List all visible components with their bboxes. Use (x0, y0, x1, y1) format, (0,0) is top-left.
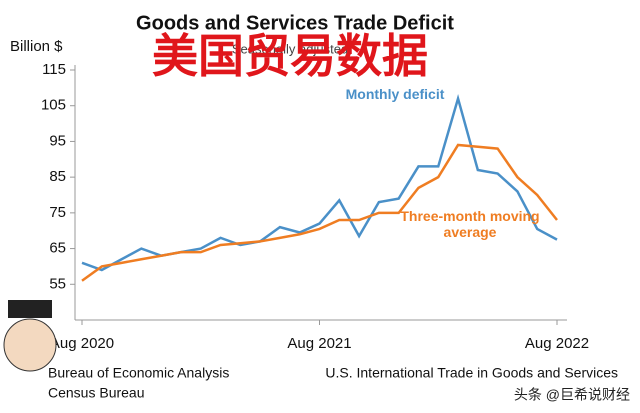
x-tick-label: Aug 2020 (50, 335, 114, 352)
y-tick-label: 75 (49, 204, 66, 221)
illustration (8, 300, 52, 318)
source: U.S. International Trade in Goods and Se… (325, 365, 618, 381)
legend-entry: Three-month moving average (400, 208, 540, 240)
y-tick-label: 85 (49, 168, 66, 185)
x-tick-label: Aug 2022 (525, 335, 589, 352)
illustration (3, 318, 57, 372)
y-tick-label: 55 (49, 275, 66, 292)
source: Census Bureau (48, 385, 145, 401)
y-tick-label: 105 (41, 97, 66, 114)
overlay-title: 美国贸易数据 (152, 30, 428, 82)
y-tick-label: 65 (49, 240, 66, 257)
y-tick-label: 95 (49, 132, 66, 149)
source: Bureau of Economic Analysis (48, 365, 229, 381)
series-line (81, 94, 558, 272)
series-line (81, 143, 558, 282)
y-axis-label: Billion $ (10, 38, 63, 55)
chart-subtitle: Seasonally adjusted (232, 41, 348, 56)
x-tick-label: Aug 2021 (287, 335, 351, 352)
chart-title: Goods and Services Trade Deficit (136, 12, 454, 34)
y-tick-label: 115 (42, 61, 66, 78)
legend-entry: Monthly deficit (345, 86, 445, 102)
watermark: 头条 @巨希说财经 (514, 387, 630, 403)
